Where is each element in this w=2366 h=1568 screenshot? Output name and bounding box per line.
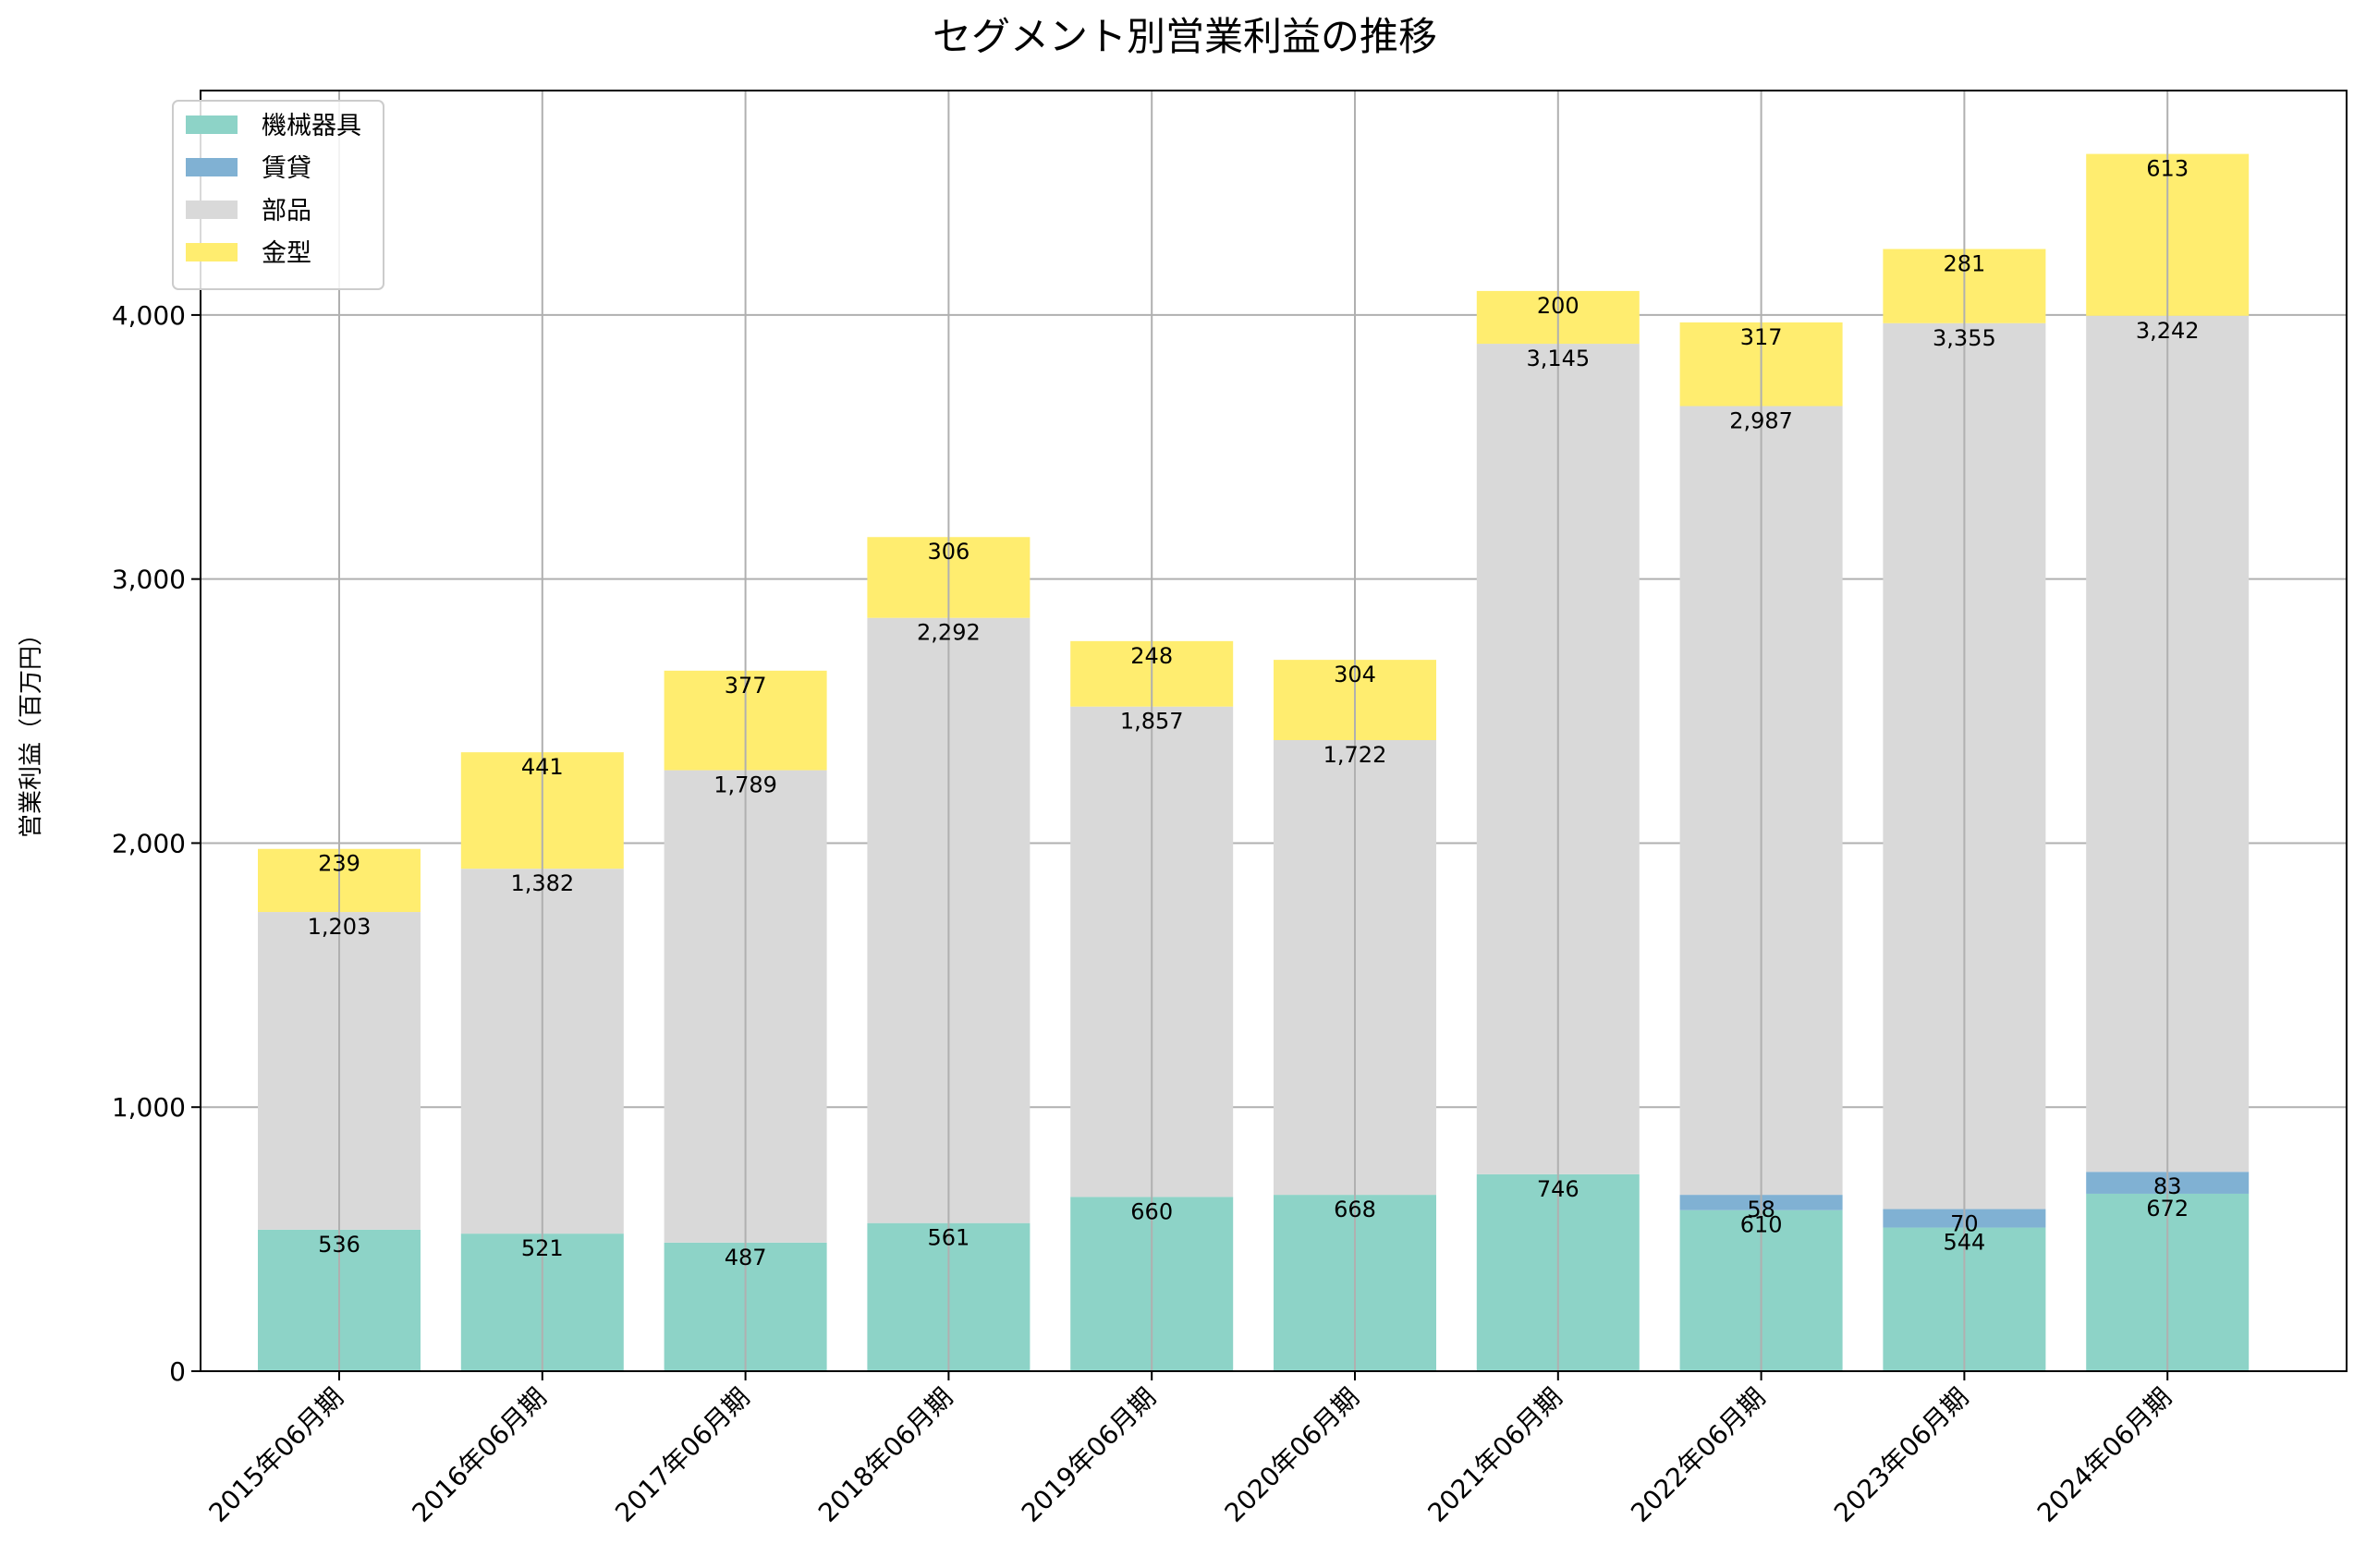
x-tick-label: 2015年06月期: [203, 1382, 349, 1528]
data-label: 1,789: [713, 772, 777, 798]
data-label: 304: [1334, 662, 1376, 687]
data-label: 521: [521, 1235, 564, 1261]
data-label: 610: [1740, 1212, 1783, 1238]
data-label: 1,203: [308, 914, 372, 940]
legend-label: 賃貸: [262, 154, 311, 183]
data-label: 58: [1747, 1197, 1775, 1222]
data-label: 561: [927, 1225, 970, 1251]
data-label: 1,722: [1323, 742, 1387, 768]
x-tick-label: 2021年06月期: [1421, 1382, 1567, 1528]
legend-label: 機械器具: [262, 112, 361, 140]
data-labels-layer: 536 521 487 561 660 668 746 610 544 672 58 70 83 1,20…: [308, 156, 2200, 1270]
data-label: 3,355: [1933, 325, 1996, 351]
data-label: 746: [1537, 1176, 1579, 1202]
data-label: 239: [318, 851, 360, 877]
legend-swatch: [186, 243, 238, 261]
data-label: 248: [1130, 643, 1173, 669]
legend-label: 部品: [262, 197, 311, 225]
data-label: 536: [318, 1232, 360, 1258]
x-tick-label: 2017年06月期: [609, 1382, 755, 1528]
data-label: 2,292: [917, 620, 981, 646]
data-label: 441: [521, 754, 564, 780]
vertical-grid-layer: [338, 91, 2169, 1371]
data-label: 281: [1943, 250, 1985, 276]
data-label: 317: [1740, 324, 1783, 350]
data-label: 377: [725, 673, 767, 699]
data-label: 200: [1537, 293, 1579, 319]
y-tick-label: 3,000: [112, 565, 186, 595]
legend-swatch: [186, 115, 238, 134]
data-label: 3,242: [2136, 318, 2200, 344]
data-label: 1,857: [1120, 709, 1184, 735]
data-label: 487: [725, 1245, 767, 1270]
plot-frame: [200, 90, 2348, 1372]
data-label: 672: [2146, 1196, 2189, 1222]
y-tick-label: 2,000: [112, 828, 186, 858]
x-tick-label: 2016年06月期: [406, 1382, 552, 1528]
data-label: 70: [1950, 1211, 1979, 1237]
legend-swatch: [186, 201, 238, 219]
x-tick-label: 2020年06月期: [1219, 1382, 1365, 1528]
y-tick-label: 4,000: [112, 300, 186, 331]
x-axis: 2015年06月期 2016年06月期 2017年06月期 2018年06月期 2019…: [203, 1371, 2177, 1528]
data-label: 3,145: [1526, 346, 1590, 371]
data-label: 83: [2153, 1173, 2182, 1199]
chart-title: セグメント別営業利益の推移: [933, 14, 1437, 59]
data-label: 660: [1130, 1198, 1173, 1224]
data-label: 1,382: [510, 870, 574, 896]
data-label: 544: [1943, 1230, 1985, 1256]
x-tick-label: 2024年06月期: [2031, 1382, 2177, 1528]
y-axis-label: 営業利益（百万円）: [18, 622, 45, 838]
x-tick-label: 2023年06月期: [1828, 1382, 1974, 1528]
legend-swatch: [186, 158, 238, 176]
legend-box: [172, 100, 384, 290]
data-label: 613: [2146, 156, 2189, 182]
x-tick-label: 2022年06月期: [1625, 1382, 1771, 1528]
x-tick-label: 2018年06月期: [812, 1382, 958, 1528]
data-label: 668: [1334, 1197, 1376, 1222]
y-axis: 0 1,000 2,000 3,000 4,000: [112, 300, 201, 1387]
y-tick-label: 1,000: [112, 1092, 186, 1123]
data-label: 2,987: [1729, 407, 1793, 433]
data-label: 306: [927, 539, 970, 565]
legend-label: 金型: [262, 239, 311, 268]
y-tick-label: 0: [169, 1356, 186, 1387]
x-tick-label: 2019年06月期: [1016, 1382, 1162, 1528]
